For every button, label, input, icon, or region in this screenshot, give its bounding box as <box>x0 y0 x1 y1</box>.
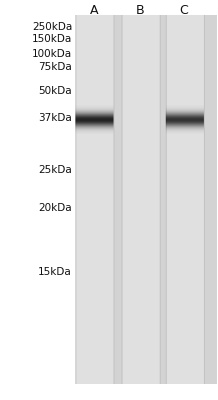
Text: 50kDa: 50kDa <box>38 86 72 96</box>
Text: A: A <box>90 4 98 16</box>
Text: B: B <box>136 4 144 16</box>
Text: 75kDa: 75kDa <box>38 62 72 72</box>
Text: C: C <box>180 4 188 16</box>
Text: 15kDa: 15kDa <box>38 267 72 277</box>
Text: 25kDa: 25kDa <box>38 165 72 175</box>
Text: 100kDa: 100kDa <box>32 49 72 59</box>
Text: 20kDa: 20kDa <box>38 203 72 213</box>
Text: 150kDa: 150kDa <box>32 34 72 44</box>
Text: 37kDa: 37kDa <box>38 113 72 123</box>
Text: 250kDa: 250kDa <box>32 22 72 32</box>
